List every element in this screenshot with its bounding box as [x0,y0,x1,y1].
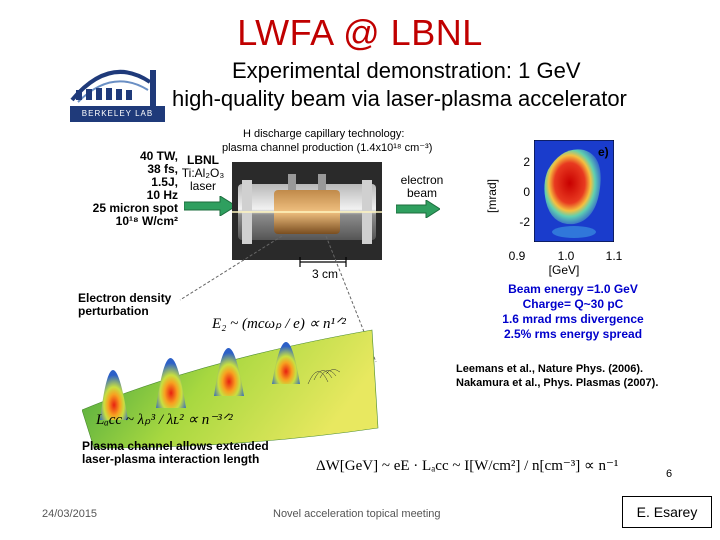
plot-xlabel: [GeV] [548,263,580,277]
footer-date: 24/03/2015 [42,508,98,520]
laser-params: 40 TW, 38 fs, 1.5J, 10 Hz 25 micron spot… [80,150,178,228]
wakefield-surface [82,329,379,449]
electron-label: electron beam [392,174,452,200]
plot-xtick: 1.1 [605,249,623,263]
laser-param: 10 Hz [146,188,178,202]
capillary-apparatus [232,162,382,260]
laser-param: 40 TW, [139,149,178,163]
beam-stat: Beam energy =1.0 GeV [508,282,638,296]
electron-arrow [396,200,440,218]
laser-arrow [184,196,236,216]
plot-xtick: 1.0 [557,249,575,263]
reference: Nakamura et al., Phys. Plasmas (2007). [456,377,659,389]
density-label-line: Electron density [78,291,172,305]
channel-label: Plasma channel allows extended laser-pla… [82,440,269,466]
density-label-line: perturbation [78,304,149,318]
berkeley-lab-logo: BERKELEY LAB [70,60,165,122]
footer-meeting: Novel acceleration topical meeting [273,508,441,520]
panel-label: e) [598,145,609,159]
references: Leemans et al., Nature Phys. (2006). Nak… [456,362,658,390]
spectrometer-image [534,140,614,242]
plot-ytick: 2 [523,155,530,169]
plot-ytick: 0 [523,185,530,199]
channel-label-line: Plasma channel allows extended [82,439,269,453]
scale-label: 3 cm [312,267,339,281]
channel-label-line: laser-plasma interaction length [82,452,260,466]
beam-stats: Beam energy =1.0 GeV Charge= Q~30 pC 1.6… [478,282,668,342]
laser-label-line: LBNL [187,153,219,167]
scale-bar [299,257,347,267]
laser-param: 1.5J, [151,175,178,189]
logo-text: BERKELEY LAB [81,109,154,118]
plot-ytick: -2 [519,215,530,229]
capillary-line1: H discharge capillary technology: [243,128,405,140]
reference: Leemans et al., Nature Phys. (2006). [456,363,644,375]
density-label: Electron density perturbation [78,292,171,318]
headline-line2: high-quality beam via laser-plasma accel… [172,86,627,111]
presenter-box: E. Esarey [622,496,712,528]
laser-label-line: laser [189,179,216,193]
capillary-line2: plasma channel production (1.4x10¹⁸ cm⁻³… [222,142,433,154]
electron-label-line: electron [400,173,444,187]
laser-param: 38 fs, [147,162,178,176]
laser-param: 25 micron spot [92,201,178,215]
laser-param: 10¹⁸ W/cm² [115,214,178,228]
laser-label: LBNL Ti:Al₂O₃ laser [176,154,230,193]
beam-stat: 2.5% rms energy spread [503,327,643,341]
energy-formula: ΔW[GeV] ~ eE · Lₐcc ~ I[W/cm²] / n[cm⁻³]… [316,458,619,474]
beam-stat: Charge= Q~30 pC [522,297,624,311]
slide-title: LWFA @ LBNL [237,12,483,53]
electron-label-line: beam [406,186,438,200]
headline-line1: Experimental demonstration: 1 GeV [232,58,581,83]
ez-formula: E₂ ~ (mcωₚ / e) ∝ n¹ᐟ² [212,316,346,332]
lacc-formula: Lₐcc ~ λₚ³ / λʟ² ∝ n⁻³ᐟ² [96,412,233,428]
beam-stat: 1.6 mrad rms divergence [502,312,644,326]
plot-xtick: 0.9 [508,249,526,263]
page-number: 6 [666,468,673,480]
laser-label-line: Ti:Al₂O₃ [181,166,225,180]
